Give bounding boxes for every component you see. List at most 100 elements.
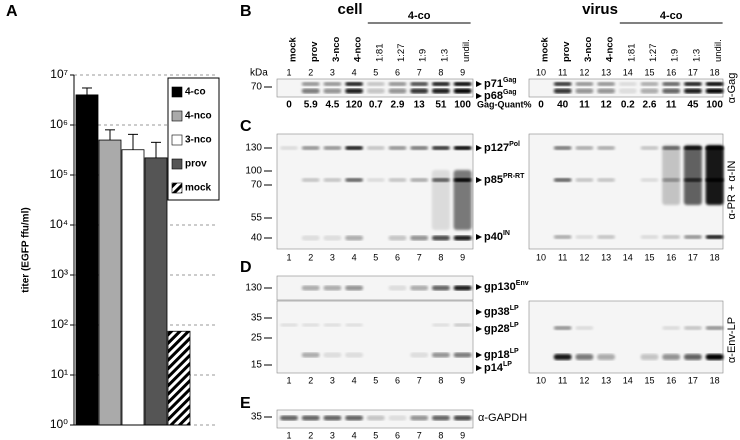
lane-name: 1:3 [691,49,702,62]
band [366,146,385,150]
dilution-group: 4-co [660,10,683,22]
y-tick-label: 10⁶ [50,117,68,131]
band [705,82,724,86]
band [662,145,681,205]
band [323,178,342,182]
lane-number: 15 [644,252,654,262]
bar [98,139,122,426]
band-label: p40IN [484,230,510,243]
band [618,88,637,94]
band-label: p14LP [484,361,512,374]
lane-number: 14 [623,67,633,77]
lane-name: 1:81 [374,44,385,63]
band-name: gp28 [484,323,510,335]
legend-label: mock [185,183,212,194]
lane-number: 7 [417,430,422,440]
arrow [476,309,482,315]
lane-number: 14 [623,375,633,385]
antibody-label: α-GAPDH [478,412,527,424]
band [597,354,616,360]
blot [528,300,724,374]
lane-number: 16 [666,252,676,262]
band [388,415,407,421]
band [683,235,702,239]
bar [167,330,191,426]
kda-marker: 25 [251,333,263,344]
band-sup: Pol [509,141,520,148]
band-label: p68Gag [484,89,517,102]
lane-number: 8 [438,252,443,262]
arrow [476,81,482,87]
lane-number: 4 [352,375,357,385]
band [323,415,342,421]
lane-number: 9 [460,252,465,262]
lane-number: 10 [536,375,546,385]
group-title: virus [582,1,618,18]
y-axis-label: titer (EGFP ffu/ml) [21,207,32,292]
band [345,82,364,86]
kda-marker: 40 [251,233,263,244]
arrow [476,326,482,332]
band [683,145,702,205]
lane-name: 4-nco [605,36,616,62]
band [453,285,472,291]
dilution-group: 4-co [408,10,431,22]
band-sup: Env [516,280,529,287]
lane-number: 3 [330,430,335,440]
y-tick-label: 10¹ [51,367,68,381]
quant-value: 45 [687,100,699,111]
band [431,285,450,291]
lane-number: 13 [601,375,611,385]
band [431,88,450,94]
quant-value: 5.9 [304,100,318,111]
band [705,326,724,330]
band [683,82,702,86]
lane-number: 16 [666,375,676,385]
lane-number: 5 [373,375,378,385]
quant-value: 0 [286,100,292,111]
band-label: gp18LP [484,348,519,361]
band [345,415,364,421]
band [705,235,724,239]
band [553,235,572,239]
band [640,235,659,239]
band [553,178,572,182]
lane-number: 3 [330,375,335,385]
lane-number: 8 [438,67,443,77]
band [453,170,472,230]
band [575,178,594,182]
quant-value: 0 [538,100,544,111]
lane-name: 1:81 [626,44,637,63]
band-name: gp130 [484,281,516,293]
lane-name: mock [288,36,299,62]
quant-value: 100 [454,100,471,111]
band-label: gp28LP [484,322,519,335]
arrow [476,365,482,371]
quant-value: 51 [435,100,447,111]
band [323,235,342,241]
band-label: p71Gag [484,77,517,90]
band [453,88,472,94]
band [410,352,429,358]
band [323,146,342,150]
lane-number: 9 [460,67,465,77]
lane-number: 9 [460,430,465,440]
band [575,146,594,150]
band-name: gp18 [484,349,510,361]
legend-swatch [171,158,183,170]
band [345,352,364,358]
arrow [476,352,482,358]
band-sup: LP [510,348,519,355]
band [431,170,450,230]
band [431,235,450,241]
lane-number: 18 [710,252,720,262]
error-bar [151,141,161,158]
lane-name: 1:27 [396,44,407,63]
quant-value: 2.9 [391,100,405,111]
band [640,88,659,94]
band [575,326,594,330]
kda-marker: 130 [245,143,262,154]
band [301,323,320,327]
kda-marker: 70 [251,82,263,93]
lane-number: 11 [558,252,567,262]
